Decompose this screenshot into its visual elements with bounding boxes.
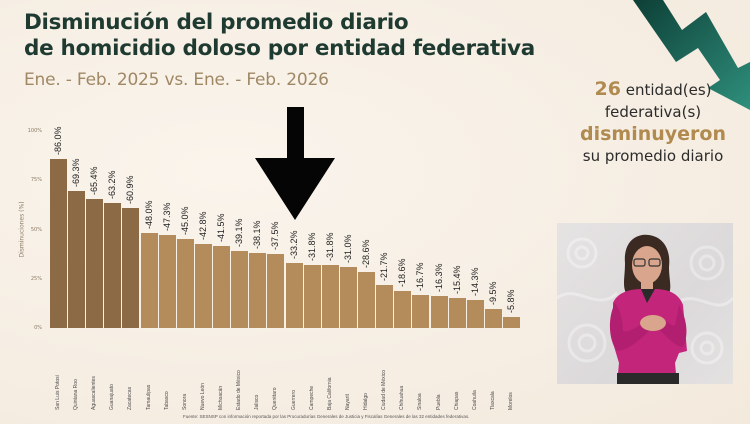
x-axis-label: Puebla bbox=[435, 394, 442, 410]
callout-line-3: disminuyeron bbox=[579, 123, 726, 145]
bar-value-label: -47.3% bbox=[161, 202, 172, 231]
bar-value-label: -5.8% bbox=[506, 289, 516, 313]
x-axis-label: Coahuila bbox=[471, 390, 478, 410]
bar bbox=[104, 203, 122, 328]
bar-value-label: -42.8% bbox=[197, 211, 208, 240]
bar bbox=[140, 233, 158, 328]
x-axis-label: Quintana Roo bbox=[73, 379, 80, 410]
bar-chart: Disminuciones (%) 0% 25% 50% 75% 100% -86.0%… bbox=[19, 126, 520, 410]
bar-value-label: -48.0% bbox=[143, 200, 154, 230]
y-tick: 25% bbox=[30, 275, 42, 282]
bar bbox=[267, 254, 285, 328]
title-line-2: de homicidio doloso por entidad federati… bbox=[24, 36, 535, 61]
x-axis-label: Aguascalientes bbox=[91, 376, 98, 410]
x-axis-label: Sinaloa bbox=[417, 393, 424, 410]
x-axis-label: Chihuahua bbox=[399, 385, 406, 410]
bar bbox=[358, 271, 376, 328]
bar bbox=[339, 266, 357, 328]
y-tick: 50% bbox=[30, 226, 42, 233]
x-axis-label: Morelos bbox=[508, 392, 514, 410]
bar bbox=[321, 265, 339, 328]
x-axis-label: Nuevo León bbox=[199, 383, 206, 410]
bar-value-label: -9.5% bbox=[487, 281, 498, 306]
bar-value-label: -69.3% bbox=[71, 158, 82, 188]
bar-value-label: -63.2% bbox=[107, 170, 118, 200]
bar bbox=[213, 246, 231, 328]
bar bbox=[231, 250, 249, 328]
bar bbox=[122, 208, 140, 328]
green-zigzag-down-arrow-icon bbox=[633, 0, 750, 110]
floral-pattern bbox=[557, 237, 733, 365]
bar-value-label: -15.4% bbox=[451, 265, 462, 294]
callout-line-2: federativa(s) bbox=[604, 103, 702, 121]
bar-value-label: -60.9% bbox=[125, 175, 136, 205]
page-title: Disminución del promedio diario de homic… bbox=[24, 10, 535, 62]
source-note: Fuente: SESNSP con información reportada… bbox=[183, 414, 470, 419]
x-axis-label: San Luis Potosí bbox=[55, 374, 61, 410]
bar-value-label: -33.2% bbox=[288, 230, 299, 259]
bar-value-label: -39.1% bbox=[234, 218, 245, 247]
bar bbox=[249, 252, 267, 328]
bar-value-label: -18.6% bbox=[397, 258, 408, 288]
bar bbox=[176, 239, 194, 328]
bar bbox=[484, 309, 502, 328]
x-axis-label: Hidalgo bbox=[363, 393, 370, 410]
summary-callout: 26 entidad(es) federativa(s) disminuyero… bbox=[560, 78, 746, 167]
x-axis-label: Campeche bbox=[308, 385, 315, 410]
callout-line-1: entidad(es) bbox=[625, 81, 712, 99]
callout-line-4: su promedio diario bbox=[582, 147, 724, 165]
x-axis-label: Ciudad de México bbox=[381, 369, 388, 410]
bar-value-label: -31.8% bbox=[324, 232, 335, 262]
x-axis-label: Estado de México bbox=[236, 370, 243, 410]
x-axis-label: Michoacán bbox=[218, 385, 225, 410]
bar bbox=[285, 262, 303, 328]
x-axis-label: Tamaulipas bbox=[145, 384, 152, 410]
y-tick: 0% bbox=[34, 325, 42, 331]
interpreter-figure bbox=[609, 234, 687, 384]
bar bbox=[448, 297, 466, 328]
x-axis-label: Guanajuato bbox=[109, 384, 116, 410]
count-value: 26 bbox=[594, 78, 621, 100]
x-axis-label: Sonora bbox=[181, 393, 188, 410]
bar-value-label: -45.0% bbox=[179, 206, 190, 236]
bar-value-label: -16.3% bbox=[433, 263, 444, 292]
x-axis-label: Tabasco bbox=[163, 391, 170, 410]
bar bbox=[412, 295, 430, 328]
x-axis-label: Tlaxcala bbox=[489, 391, 496, 410]
bar bbox=[466, 299, 484, 328]
x-axis-label: Guerrero bbox=[290, 389, 297, 410]
bar-value-label: -16.7% bbox=[415, 262, 426, 292]
bar-value-label: -31.0% bbox=[342, 234, 353, 263]
x-axis-label: Chiapas bbox=[453, 391, 460, 410]
x-axis-label: Querétaro bbox=[272, 387, 279, 410]
bar bbox=[68, 191, 86, 328]
sign-language-interpreter-video bbox=[557, 223, 733, 384]
x-axis-label: Zacatecas bbox=[127, 386, 134, 410]
title-line-1: Disminución del promedio diario bbox=[24, 10, 409, 35]
bar bbox=[394, 291, 412, 328]
y-tick: 75% bbox=[30, 177, 42, 184]
black-down-arrow-icon bbox=[255, 107, 335, 220]
bar-value-label: -31.8% bbox=[306, 232, 317, 262]
y-tick: 100% bbox=[27, 128, 42, 134]
x-axis-label: Baja California bbox=[326, 377, 333, 410]
bar bbox=[50, 158, 67, 328]
bar-value-label: -28.6% bbox=[361, 239, 372, 268]
bar-value-label: -14.3% bbox=[469, 267, 480, 296]
bar bbox=[376, 285, 394, 328]
page-subtitle: Ene. - Feb. 2025 vs. Ene. - Feb. 2026 bbox=[24, 70, 329, 90]
bar-value-label: -21.7% bbox=[379, 252, 390, 282]
bar bbox=[194, 243, 212, 328]
bar-value-label: -86.0% bbox=[53, 126, 63, 155]
bar-value-label: -41.5% bbox=[216, 213, 227, 243]
bar bbox=[86, 199, 104, 328]
bar-value-label: -65.4% bbox=[89, 166, 100, 196]
bar bbox=[503, 316, 520, 328]
bar bbox=[158, 234, 176, 328]
bar bbox=[303, 265, 321, 328]
bar bbox=[430, 295, 448, 328]
x-axis-label: Nayarit bbox=[344, 394, 351, 410]
x-axis-label: Jalisco bbox=[254, 394, 261, 410]
